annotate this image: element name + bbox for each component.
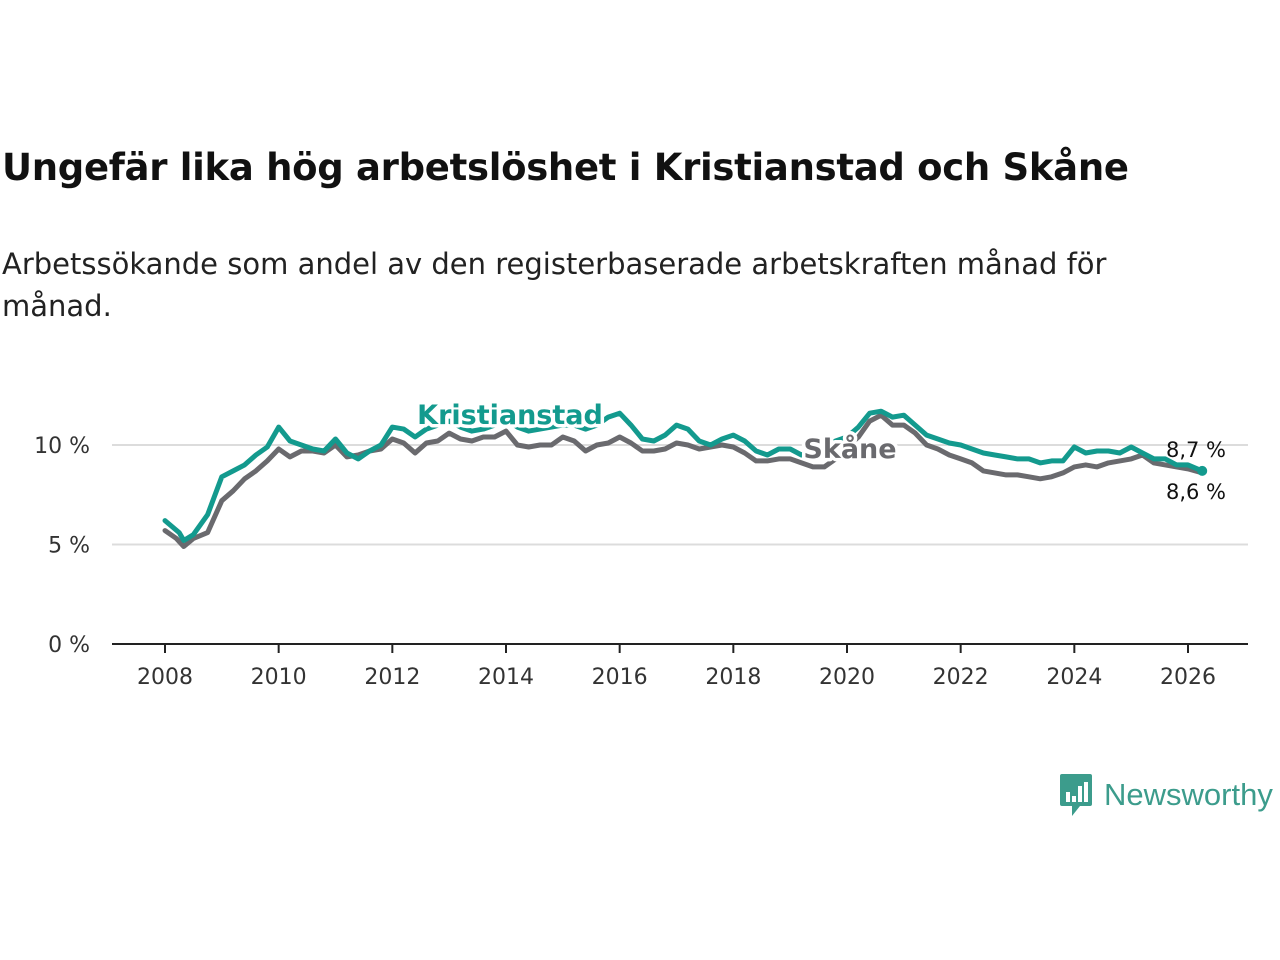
x-tick-label: 2026 — [1160, 665, 1216, 690]
newsworthy-logo-icon — [1060, 774, 1092, 816]
y-tick-label: 5 % — [48, 534, 90, 559]
x-tick-label: 2010 — [251, 665, 307, 690]
x-tick-label: 2012 — [364, 665, 420, 690]
series-line-skne — [162, 412, 1205, 549]
series-lines — [162, 408, 1208, 549]
series-label-skane: Skåne — [803, 433, 896, 465]
newsworthy-logo: Newsworthy — [1058, 772, 1273, 818]
end-point-marker — [1197, 465, 1208, 476]
x-tick-label: 2008 — [137, 665, 193, 690]
x-tick-label: 2022 — [933, 665, 989, 690]
x-axis: 2008 2010 2012 2014 2016 2018 2020 2022 2024 2026 — [112, 643, 1248, 690]
gridlines — [112, 444, 1248, 546]
series-label-kristianstad: Kristianstad — [417, 400, 603, 431]
series-labels: Kristianstad Skåne 8,7 % 8,6 % — [414, 397, 1226, 505]
x-tick-label: 2024 — [1046, 665, 1102, 690]
y-axis-tick-labels: 0 % 5 % 10 % — [34, 434, 90, 658]
chart-subtitle: Arbetssökande som andel av den registerb… — [2, 247, 1107, 323]
x-tick-label: 2014 — [478, 665, 534, 690]
brand-name: Newsworthy — [1104, 777, 1273, 812]
x-tick-label: 2018 — [705, 665, 761, 690]
x-tick-label: 2020 — [819, 665, 875, 690]
chart-title: Ungefär lika hög arbetslöshet i Kristian… — [2, 146, 1129, 189]
y-tick-label: 0 % — [48, 633, 90, 658]
end-value-label-kristianstad: 8,7 % — [1166, 438, 1226, 462]
end-value-label-skane: 8,6 % — [1166, 480, 1226, 504]
line-chart: 0 %5 %10 % 2008 2010 2012 2014 2016 2018 2020 2… — [34, 397, 1248, 690]
x-tick-label: 2016 — [592, 665, 648, 690]
series-line-kristianstad — [162, 408, 1205, 543]
y-tick-label: 10 % — [34, 434, 90, 459]
